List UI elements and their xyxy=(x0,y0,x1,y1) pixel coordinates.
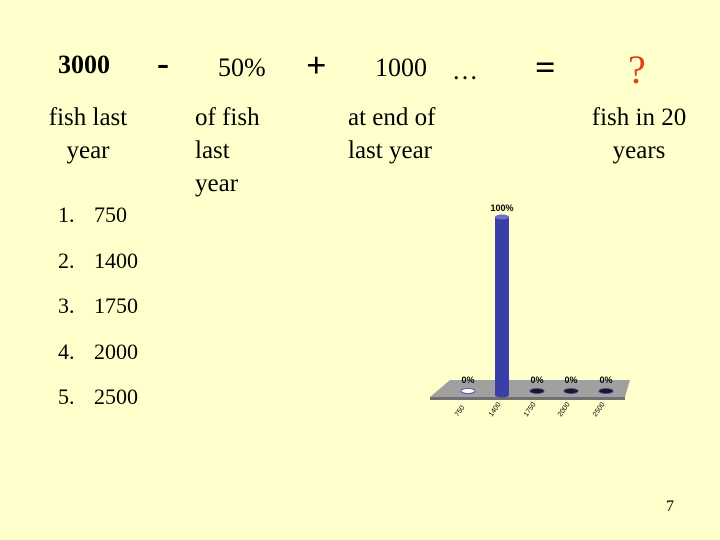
description-added-fish: at end of last year xyxy=(348,104,436,164)
option-label: 750 xyxy=(94,202,127,227)
chart-platform-top xyxy=(430,380,630,397)
description-unknown: fish in 20 years xyxy=(591,104,687,164)
page-number: 7 xyxy=(666,498,674,515)
option-number: 1. xyxy=(58,202,75,227)
chart-bar xyxy=(460,388,476,394)
chart-bar xyxy=(598,388,614,394)
option-label: 1750 xyxy=(94,293,138,318)
chart-data-labels: 0% 100% 0% 0% 0% xyxy=(461,203,612,385)
chart-category-label: 2500 xyxy=(592,401,607,418)
equation-unknown: ? xyxy=(628,47,646,92)
answer-option[interactable]: 4. 2000 xyxy=(58,335,138,381)
equation-plus-operator: + xyxy=(306,45,327,85)
chart-data-label: 0% xyxy=(530,375,543,385)
equation-term-percentage: 50% xyxy=(218,53,266,82)
option-label: 2500 xyxy=(94,384,138,409)
chart-bar xyxy=(529,388,545,394)
description-percentage: of fish last year xyxy=(195,104,260,197)
chart-platform xyxy=(430,380,630,400)
answer-options-list: 1. 750 2. 1400 3. 1750 4. 2000 5. 2500 xyxy=(58,198,138,426)
answer-option[interactable]: 1. 750 xyxy=(58,198,138,244)
chart-category-label: 750 xyxy=(454,404,466,418)
option-label: 2000 xyxy=(94,338,138,364)
equation-term-total-fish: 3000 xyxy=(58,50,110,79)
answer-option[interactable]: 2. 1400 xyxy=(58,244,138,290)
chart-category-labels: 750 1400 1750 2000 2500 xyxy=(454,401,607,418)
chart-category-label: 2000 xyxy=(557,401,572,418)
chart-bar-cap xyxy=(495,214,509,220)
equation-minus-operator: - xyxy=(157,43,169,83)
option-label: 1400 xyxy=(94,247,138,273)
option-number: 5. xyxy=(58,384,75,409)
chart-data-label: 0% xyxy=(599,375,612,385)
chart-category-label: 1750 xyxy=(523,401,538,418)
description-total-fish: fish last year xyxy=(48,104,128,164)
option-number: 4. xyxy=(58,338,75,364)
equation-equals-operator: = xyxy=(535,47,556,87)
poll-results-chart: 0% 100% 0% 0% 0% 750 1400 1750 2000 2500 xyxy=(430,203,630,418)
chart-bar-base xyxy=(495,392,509,398)
equation-term-added-fish: 1000 xyxy=(375,53,427,82)
chart-category-label: 1400 xyxy=(488,401,503,418)
chart-bar xyxy=(495,217,509,395)
option-number: 2. xyxy=(58,247,75,273)
chart-data-label: 0% xyxy=(564,375,577,385)
chart-data-label: 100% xyxy=(490,203,513,213)
answer-option[interactable]: 3. 1750 xyxy=(58,289,138,335)
equation-ellipsis: … xyxy=(452,56,481,85)
option-number: 3. xyxy=(58,293,75,318)
chart-bars xyxy=(460,214,614,398)
chart-bar xyxy=(563,388,579,394)
chart-data-label: 0% xyxy=(461,375,474,385)
chart-platform-edge xyxy=(430,397,625,400)
answer-option[interactable]: 5. 2500 xyxy=(58,380,138,426)
